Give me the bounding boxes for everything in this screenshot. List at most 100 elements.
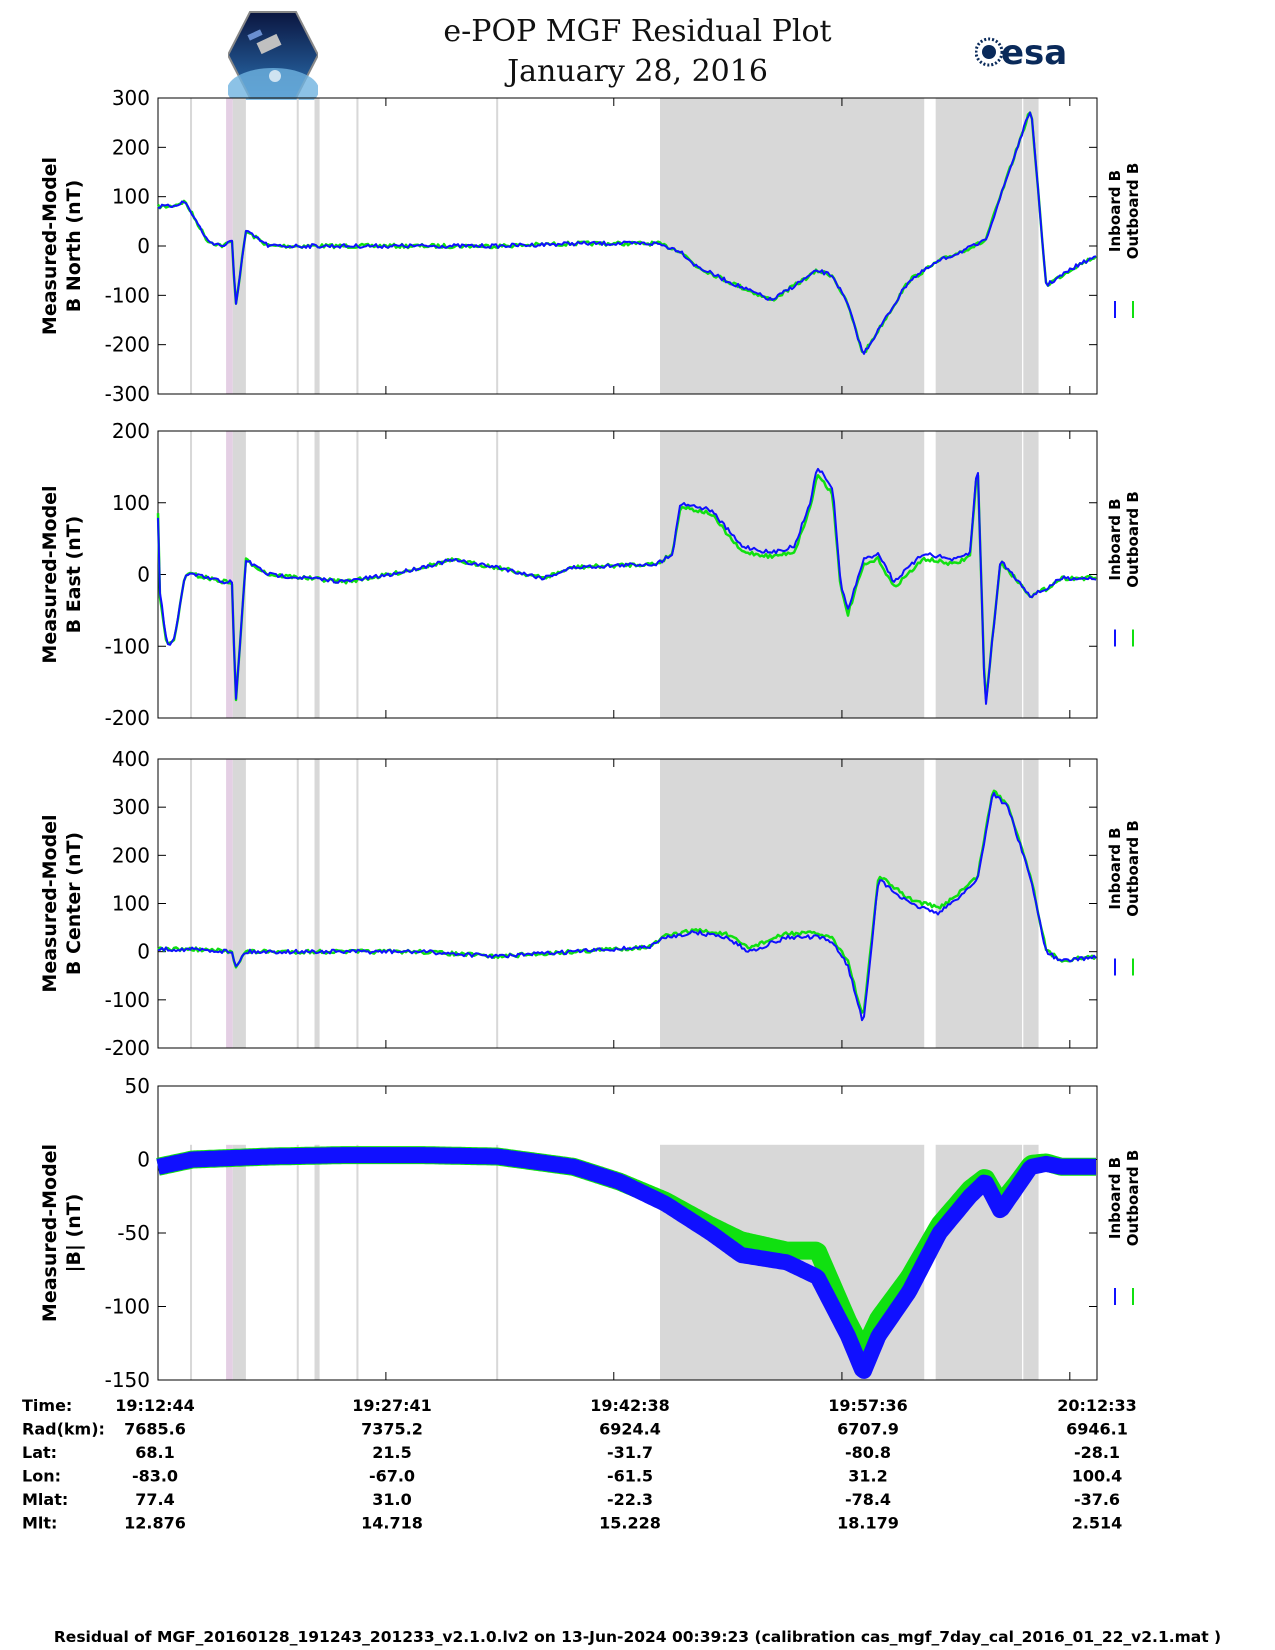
y-tick-label: 300 xyxy=(112,86,150,110)
series-line-inboard xyxy=(157,111,1097,355)
shaded-region xyxy=(232,431,246,718)
ephemeris-value: -22.3 xyxy=(607,1490,653,1509)
chart-subtitle-date: January 28, 2016 xyxy=(507,54,768,89)
y-tick-label: -200 xyxy=(105,706,150,730)
ephemeris-row-label: Time: xyxy=(22,1396,72,1415)
shaded-region xyxy=(190,759,193,1048)
shaded-region xyxy=(296,431,299,718)
ephemeris-value: -37.6 xyxy=(1074,1490,1120,1509)
shaded-region xyxy=(314,431,320,718)
shaded-region xyxy=(496,431,499,718)
ephemeris-value: 15.228 xyxy=(599,1514,661,1533)
ephemeris-value: 31.0 xyxy=(372,1490,411,1509)
shaded-region xyxy=(660,98,925,394)
ephemeris-row-label: Lon: xyxy=(22,1467,61,1486)
y-tick-label: -100 xyxy=(105,988,150,1012)
shaded-region xyxy=(296,759,299,1048)
y-tick-label: -150 xyxy=(105,1368,150,1392)
shaded-region xyxy=(314,759,320,1048)
y-tick-label: 50 xyxy=(125,1074,150,1098)
shaded-region xyxy=(1023,1144,1039,1380)
ephemeris-value: -67.0 xyxy=(369,1467,415,1486)
y-tick-label: 400 xyxy=(112,747,150,771)
series-line-inboard xyxy=(152,1147,1102,1379)
y-axis-label: Measured-Model xyxy=(39,814,61,992)
legend-label: Inboard B xyxy=(1106,498,1124,580)
shaded-region xyxy=(296,1144,299,1380)
y-axis-label: B North (nT) xyxy=(63,180,85,313)
legend-label: Inboard B xyxy=(1106,1157,1124,1239)
legend-label: Outboard B xyxy=(1124,1150,1142,1247)
shaded-region xyxy=(1023,759,1039,1048)
esa-logo: esa xyxy=(975,33,1065,73)
panel-center: 400 300 200 100 0 -100 -200 Measured-Model B Cen… xyxy=(39,747,1142,1060)
ephemeris-value: -61.5 xyxy=(607,1467,653,1486)
ephemeris-value: 2.514 xyxy=(1072,1514,1123,1533)
shaded-region xyxy=(190,98,193,394)
shaded-region xyxy=(232,759,246,1048)
y-tick-label: -100 xyxy=(105,1295,150,1319)
y-tick-label: -100 xyxy=(105,634,150,658)
ephemeris-value: 7685.6 xyxy=(124,1420,186,1439)
shaded-region xyxy=(226,98,233,394)
shaded-region xyxy=(226,759,233,1048)
panel-total: 50 0 -50 -100 -150 Measured-Model |B| (nT) Inbo… xyxy=(39,1074,1142,1392)
ephemeris-row-label: Rad(km): xyxy=(22,1420,105,1439)
shaded-region xyxy=(356,1144,359,1380)
y-tick-label: 300 xyxy=(112,795,150,819)
ephemeris-value: 77.4 xyxy=(135,1490,174,1509)
y-axis-label: Measured-Model xyxy=(39,157,61,335)
shaded-region xyxy=(232,1144,246,1380)
panel-east: 200 100 0 -100 -200 Measured-Model B East (nT)… xyxy=(39,419,1142,730)
y-tick-label: 0 xyxy=(137,1148,150,1172)
y-tick-label: -200 xyxy=(105,1036,150,1060)
y-tick-label: 0 xyxy=(137,563,150,587)
y-tick-label: -200 xyxy=(105,333,150,357)
ephemeris-value: 19:57:36 xyxy=(828,1396,908,1415)
ephemeris-value: -78.4 xyxy=(845,1490,891,1509)
ephemeris-value: 21.5 xyxy=(372,1443,411,1462)
shaded-region xyxy=(226,1144,233,1380)
ephemeris-value: 14.718 xyxy=(361,1514,423,1533)
shaded-region xyxy=(232,98,246,394)
chart-title: e-POP MGF Residual Plot xyxy=(443,14,832,49)
legend-label: Inboard B xyxy=(1106,827,1124,909)
ephemeris-row-label: Lat: xyxy=(22,1443,57,1462)
y-axis-label: Measured-Model xyxy=(39,1144,61,1322)
shaded-region xyxy=(356,759,359,1048)
legend-label: Outboard B xyxy=(1124,491,1142,588)
ephemeris-value: -83.0 xyxy=(132,1467,178,1486)
shaded-region xyxy=(660,431,925,718)
y-tick-label: -50 xyxy=(117,1221,150,1245)
y-tick-label: -300 xyxy=(105,382,150,406)
shaded-region xyxy=(356,431,359,718)
y-tick-label: 200 xyxy=(112,843,150,867)
ephemeris-value: 19:27:41 xyxy=(352,1396,432,1415)
ephemeris-value: 6946.1 xyxy=(1066,1420,1128,1439)
ephemeris-value: 68.1 xyxy=(135,1443,174,1462)
panel-north: 300 200 100 0 -100 -200 -300 Measured-Model B No… xyxy=(39,86,1142,406)
y-tick-label: -100 xyxy=(105,283,150,307)
ephemeris-value: 6924.4 xyxy=(599,1420,661,1439)
legend-label: Outboard B xyxy=(1124,163,1142,260)
y-tick-label: 100 xyxy=(112,892,150,916)
footer-caption: Residual of MGF_20160128_191243_201233_v… xyxy=(53,1628,1222,1646)
y-tick-label: 0 xyxy=(137,234,150,258)
shaded-region xyxy=(190,1144,193,1380)
shaded-region xyxy=(1023,431,1039,718)
ephemeris-value: 19:42:38 xyxy=(590,1396,670,1415)
ephemeris-value: 20:12:33 xyxy=(1057,1396,1137,1415)
ephemeris-value: 31.2 xyxy=(848,1467,887,1486)
ephemeris-row-label: Mlat: xyxy=(22,1490,68,1509)
y-axis-label: B Center (nT) xyxy=(63,832,85,975)
series-line-inboard xyxy=(157,792,1097,1022)
shaded-region xyxy=(660,759,925,1048)
y-axis-label: B East (nT) xyxy=(63,516,85,634)
legend-label: Outboard B xyxy=(1124,820,1142,917)
y-tick-label: 200 xyxy=(112,419,150,443)
cassiope-logo xyxy=(228,11,318,100)
ephemeris-value: 12.876 xyxy=(124,1514,186,1533)
ephemeris-value: 100.4 xyxy=(1072,1467,1123,1486)
ephemeris-value: -28.1 xyxy=(1074,1443,1120,1462)
